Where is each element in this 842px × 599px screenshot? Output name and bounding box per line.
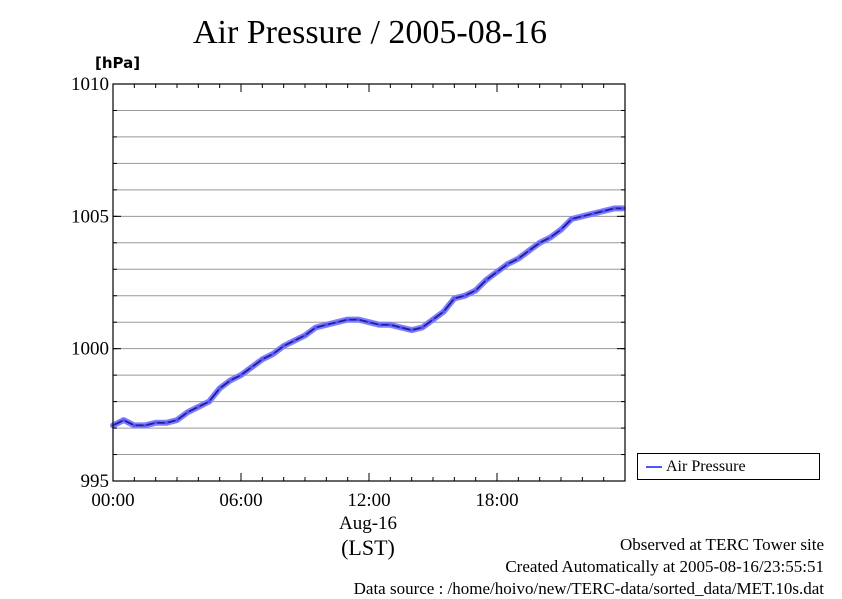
data-point [612,206,616,210]
data-point [292,339,296,343]
data-point [591,212,595,216]
data-point [356,317,360,322]
footer-created: Created Automatically at 2005-08-16/23:5… [505,557,824,576]
data-point [303,333,307,338]
footer-data-source: Data source : /home/hoivo/new/TERC-data/… [353,579,824,598]
x-tick-label: 06:00 [219,490,262,511]
series-layer [110,205,626,429]
data-point [250,365,254,369]
data-point [474,288,478,293]
x-tick-label: 18:00 [475,490,518,511]
data-point [164,421,168,425]
data-point [410,328,414,332]
x-tick-label: 00:00 [91,490,134,511]
data-point [154,421,158,425]
x-tick-label: 12:00 [347,490,390,511]
data-point [196,405,200,409]
data-point [516,257,520,261]
data-point [239,373,243,377]
data-point [538,241,542,245]
data-point [260,357,264,361]
data-point [559,227,563,232]
y-tick-label: 995 [81,471,110,492]
data-point [388,323,392,327]
data-point [218,386,222,390]
series-line-halo [110,205,626,429]
y-tick-label: 1005 [71,206,109,227]
x-axis-date-label: Aug-16 [338,513,398,534]
grid-lines [113,109,625,456]
data-point [271,352,275,356]
data-point [186,410,190,414]
data-point [132,423,136,428]
data-point [346,317,350,322]
chart-title: Air Pressure / 2005-08-16 [192,14,548,51]
footer-observed: Observed at TERC Tower site [619,535,824,554]
data-point [495,270,499,274]
axes [112,83,626,482]
data-point [367,320,371,324]
data-point [324,323,328,327]
data-point [452,296,456,300]
data-point [282,344,286,348]
data-point [420,325,424,330]
data-point [228,378,232,383]
data-point [548,235,552,240]
plot-frame [112,83,626,482]
data-point [399,325,403,330]
data-point [527,249,531,253]
tick-labels: 995 1000 1005 1010 00:00 06:00 12:00 18:00 [71,74,519,511]
data-point [122,418,126,422]
y-tick-label: 1000 [71,339,109,360]
data-point [442,310,446,314]
x-axis-unit-label: (LST) [341,535,395,560]
y-axis-unit-label: [hPa] [95,54,141,72]
legend-swatch [646,465,662,468]
data-point [602,209,606,213]
data-point [621,206,625,210]
data-point [314,325,318,330]
data-point [580,214,584,218]
data-point [207,400,211,404]
data-point [463,294,467,298]
data-point [335,320,339,324]
data-point [143,423,147,428]
legend-label: Air Pressure [666,457,746,475]
y-tick-label: 1010 [71,74,109,95]
data-point [484,278,488,282]
legend: Air Pressure [637,453,820,480]
data-point [570,217,574,221]
data-point [175,418,179,422]
data-point [378,323,382,327]
data-point [431,317,435,322]
data-point [506,262,510,266]
